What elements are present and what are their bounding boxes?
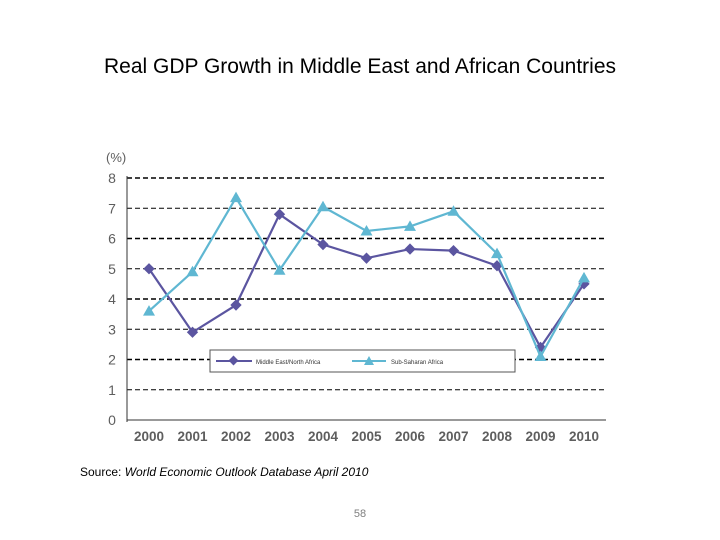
data-point-ssa (578, 271, 590, 283)
y-tick-labels: 0 1 2 3 4 5 6 7 8 (108, 170, 116, 428)
x-tick-label: 2007 (438, 429, 468, 444)
source-text: World Economic Outlook Database April 20… (124, 465, 369, 479)
data-point-mena (447, 244, 460, 257)
data-point-mena (404, 243, 416, 255)
y-axis-label: (%) (106, 150, 126, 165)
x-tick-label: 2005 (351, 429, 382, 444)
y-tick-label: 6 (108, 231, 116, 247)
y-tick-label: 3 (108, 321, 116, 337)
series (143, 191, 590, 361)
x-tick-label: 2003 (264, 429, 295, 444)
legend-marker-mena (228, 355, 239, 366)
data-point-mena (273, 208, 286, 220)
series-line-ssa (148, 195, 585, 359)
page-number: 58 (353, 508, 367, 520)
x-tick-label: 2004 (308, 429, 339, 444)
y-tick-label: 7 (108, 200, 116, 216)
data-point-mena (317, 238, 329, 251)
data-point-ssa (143, 305, 155, 316)
data-point-ssa (360, 224, 373, 236)
data-point-mena (360, 252, 373, 264)
y-tick-label: 2 (108, 352, 116, 368)
data-point-ssa (447, 205, 460, 216)
data-point-ssa (404, 220, 416, 231)
chart-title: Real GDP Growth in Middle East and Afric… (103, 55, 617, 78)
x-tick-labels: 2000 2001 2002 2003 2004 2005 2006 2007 2008 2009… (134, 429, 599, 444)
data-point-ssa (273, 264, 286, 275)
x-tick-label: 2009 (525, 429, 555, 444)
data-point-mena (143, 263, 155, 275)
x-tick-label: 2010 (569, 429, 599, 444)
y-tick-label: 0 (108, 412, 116, 428)
data-point-ssa (317, 200, 329, 212)
data-point-ssa (230, 191, 242, 203)
x-tick-label: 2000 (134, 429, 164, 444)
x-tick-label: 2002 (221, 429, 251, 444)
legend-label-mena: Middle East/North Africa (256, 360, 321, 366)
data-point-ssa (534, 350, 547, 361)
y-tick-label: 4 (108, 291, 116, 307)
legend: Middle East/North Africa Sub-Saharan Afr… (209, 349, 516, 373)
data-point-mena (230, 299, 242, 311)
source-note: Source: World Economic Outlook Database … (80, 465, 368, 479)
y-tick-label: 5 (108, 261, 116, 277)
data-point-ssa (186, 265, 199, 277)
y-tick-label: 1 (108, 382, 116, 398)
x-tick-label: 2001 (177, 429, 208, 444)
data-point-mena (186, 326, 199, 338)
y-tick-label: 8 (108, 170, 116, 186)
data-point-ssa (491, 247, 503, 259)
source-label: Source: (80, 465, 122, 479)
x-tick-label: 2008 (482, 429, 513, 444)
x-tick-label: 2006 (395, 429, 426, 444)
legend-marker-ssa (364, 356, 374, 365)
legend-label-ssa: Sub-Saharan Africa (391, 360, 444, 366)
axes (126, 176, 606, 422)
